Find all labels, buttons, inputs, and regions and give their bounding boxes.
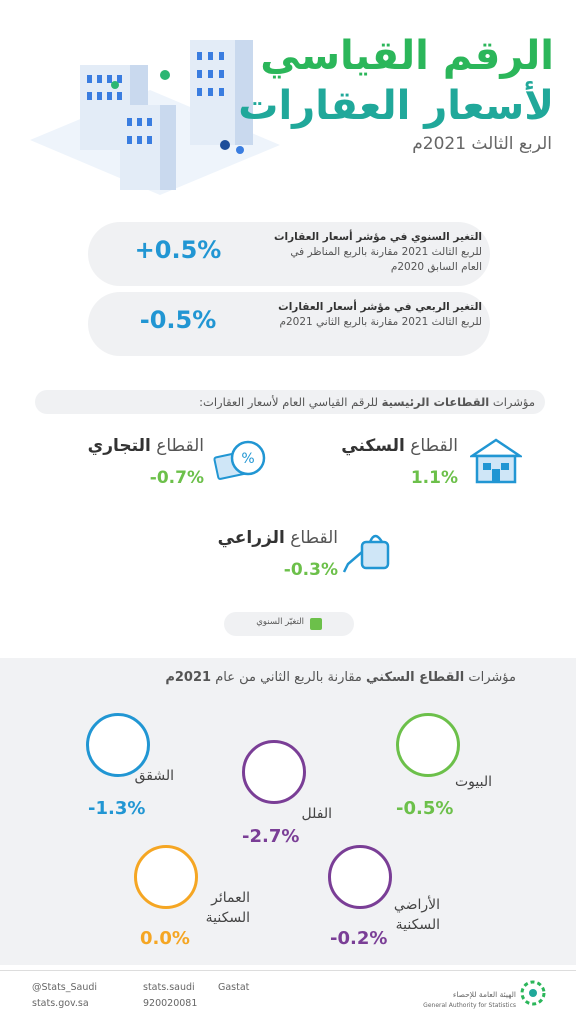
description-rest: للربع الثالث 2021 مقارنة بالربع الثاني 2… — [279, 316, 482, 328]
footer-org-ar: الهيئة العامة للإحصاء — [452, 990, 516, 999]
commercial-icon: % — [213, 440, 266, 480]
residential-section — [0, 658, 576, 965]
heading-prefix: مؤشرات — [468, 670, 516, 685]
item-value: 0.0% — [140, 928, 190, 949]
item-value: -0.2% — [330, 928, 388, 949]
agriculture-icon — [342, 534, 390, 573]
heading-bold: القطاع السكني — [366, 670, 465, 685]
sector-bold: التجاري — [87, 436, 151, 456]
annual-change-card: +0.5% التغير السنوي في مؤشر أسعار العقار… — [88, 222, 490, 286]
heading-prefix: مؤشرات — [492, 395, 535, 409]
sector-value: -0.3% — [283, 560, 338, 580]
sector-prefix: القطاع — [156, 436, 204, 456]
sector-prefix: القطاع — [290, 528, 338, 548]
change-description: التغير الربعي في مؤشر أسعار العقارات للر… — [272, 300, 482, 330]
sector-name: القطاع التجاري — [88, 436, 204, 456]
heading-rest: للرقم القياسي العام لأسعار العقارات: — [199, 395, 378, 409]
change-description: التغير السنوي في مؤشر أسعار العقارات للر… — [272, 230, 482, 275]
legend: التغيّر السنوي — [224, 612, 354, 636]
item-label: الأراضي السكنية — [393, 897, 440, 933]
change-value: -0.5% — [139, 306, 217, 334]
item-label: العمائر السكنية — [205, 890, 250, 926]
buildings-illustration — [30, 40, 280, 195]
item-value: -0.5% — [396, 798, 454, 819]
footer-org-en: General Authority for Statistics — [423, 1002, 516, 1009]
footer-phone: 920020081 — [143, 998, 198, 1009]
item-circle — [242, 740, 306, 804]
residential-heading: مؤشرات القطاع السكني مقارنة بالربع الثان… — [165, 670, 516, 685]
item-value: -2.7% — [242, 826, 300, 847]
item-circle — [86, 713, 150, 777]
description-bold: التغير السنوي في مؤشر أسعار العقارات — [273, 231, 482, 243]
sector-bold: السكني — [341, 436, 405, 456]
heading-bold: القطاعات الرئيسية — [381, 395, 490, 409]
item-circle — [328, 845, 392, 909]
heading-year: 2021م — [165, 670, 212, 685]
sector-bold: الزراعي — [217, 528, 285, 548]
legend-swatch — [310, 618, 322, 630]
item-label: الشقق — [134, 768, 174, 784]
footer-divider — [0, 970, 576, 971]
item-label: الفلل — [301, 806, 332, 822]
item-value: -1.3% — [88, 798, 146, 819]
description-rest: للربع الثالث 2021 مقارنة بالربع المناظر … — [290, 246, 482, 273]
quarterly-change-card: -0.5% التغير الربعي في مؤشر أسعار العقار… — [88, 292, 490, 356]
footer-twitter: @Stats_Saudi — [32, 982, 98, 993]
sector-prefix: القطاع — [410, 436, 458, 456]
description-bold: التغير الربعي في مؤشر أسعار العقارات — [278, 301, 482, 313]
footer-linkedin: Gastat — [218, 982, 250, 993]
sector-value: -0.7% — [149, 468, 204, 488]
sector-name: القطاع الزراعي — [218, 528, 338, 548]
title-line2: لأسعار العقارات — [238, 83, 554, 129]
legend-label: التغيّر السنوي — [256, 617, 304, 627]
subtitle: الربع الثالث 2021م — [412, 134, 552, 154]
item-label: البيوت — [454, 774, 492, 790]
house-icon — [470, 438, 522, 484]
item-circle — [134, 845, 198, 909]
sectors-heading: مؤشرات القطاعات الرئيسية للرقم القياسي ا… — [35, 390, 545, 414]
change-value: +0.5% — [134, 236, 222, 264]
footer-website: stats.gov.sa — [32, 998, 89, 1009]
title-line1: الرقم القياسي — [260, 33, 554, 79]
logo — [520, 980, 546, 1006]
sector-name: القطاع السكني — [341, 436, 458, 456]
sector-value: 1.1% — [410, 468, 458, 488]
footer-instagram: stats.saudi — [143, 982, 195, 993]
heading-rest: مقارنة بالربع الثاني من عام — [215, 670, 362, 685]
percent-glyph: % — [241, 451, 254, 467]
item-circle — [396, 713, 460, 777]
